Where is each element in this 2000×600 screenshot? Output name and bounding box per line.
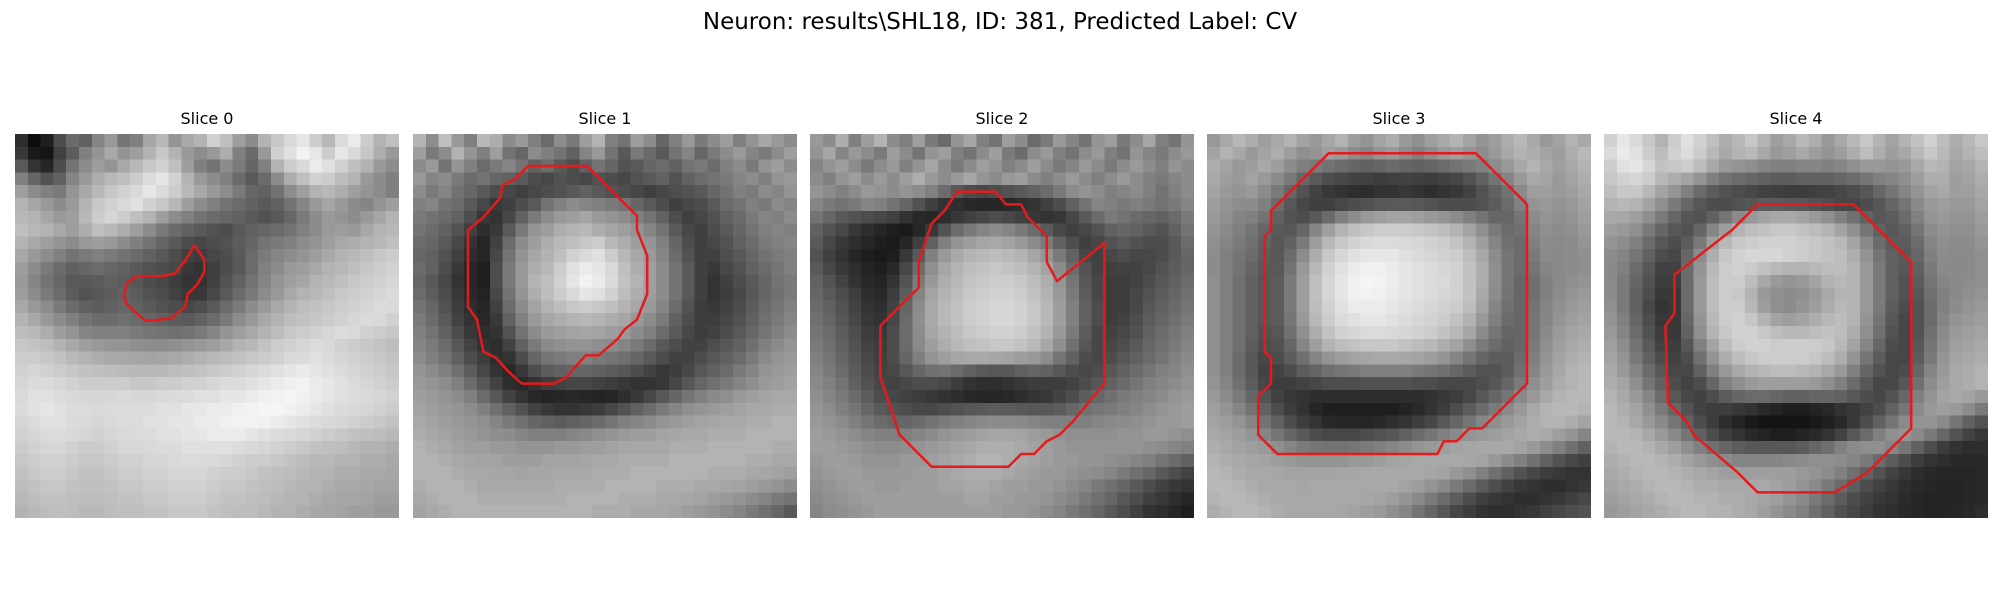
slice-panel-3: Slice 3 [1207, 108, 1591, 518]
roi-contour [122, 244, 206, 323]
slice-title-4: Slice 4 [1769, 109, 1823, 128]
slice-image-4 [1604, 134, 1988, 518]
slice-image-3 [1207, 134, 1591, 518]
slice-image-0 [15, 134, 399, 518]
slice-title-1: Slice 1 [578, 109, 632, 128]
pixel-grid [1604, 134, 1988, 518]
slice-image-2 [810, 134, 1194, 518]
pixel-grid [413, 134, 797, 518]
pixel-grid [15, 134, 399, 518]
roi-contour [1664, 203, 1913, 494]
slice-title-0: Slice 0 [180, 109, 234, 128]
roi-contour [1256, 151, 1529, 456]
slice-title-2: Slice 2 [975, 109, 1029, 128]
slice-panel-0: Slice 0 [15, 108, 399, 518]
pixel-grid [1207, 134, 1591, 518]
slice-panel-4: Slice 4 [1604, 108, 1988, 518]
pixel-grid [810, 134, 1194, 518]
roi-contour [466, 164, 649, 385]
slice-title-3: Slice 3 [1372, 109, 1426, 128]
slice-panel-2: Slice 2 [810, 108, 1194, 518]
slice-panel-1: Slice 1 [413, 108, 797, 518]
slice-image-1 [413, 134, 797, 518]
roi-contour [879, 190, 1106, 469]
figure-title: Neuron: results\SHL18, ID: 381, Predicte… [702, 9, 1298, 35]
